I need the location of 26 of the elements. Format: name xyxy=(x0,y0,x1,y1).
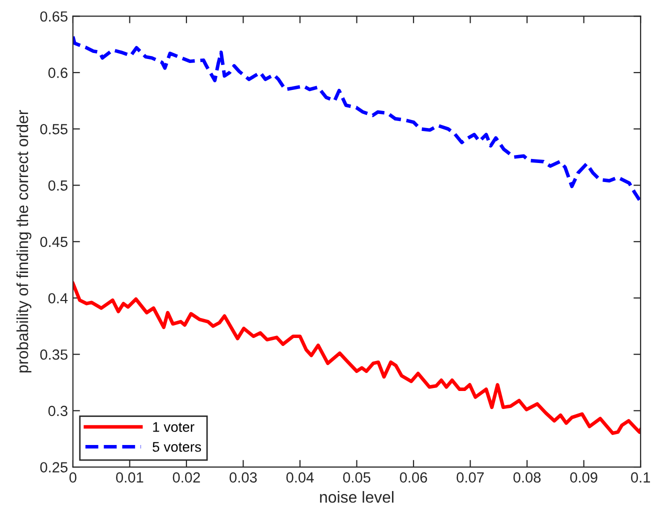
x-tick-label: 0 xyxy=(69,472,76,483)
x-tick-label: 0.05 xyxy=(343,472,370,483)
y-tick-label: 0.55 xyxy=(40,124,68,134)
x-tick-label: 0.02 xyxy=(172,472,200,483)
x-tick-label: 0.04 xyxy=(286,472,314,483)
x-tick-label: 0.03 xyxy=(230,472,257,483)
y-tick-label: 0.35 xyxy=(40,349,68,360)
x-tick-label: 0.09 xyxy=(570,472,598,483)
x-tick-label: 0.1 xyxy=(631,472,650,483)
y-tick-label: 0.65 xyxy=(40,11,68,22)
legend-label: 5 voters xyxy=(152,442,201,452)
y-tick-label: 0.25 xyxy=(40,462,68,472)
y-tick-label: 0.3 xyxy=(48,406,68,416)
y-tick-label: 0.5 xyxy=(48,180,68,191)
y-tick-label: 0.45 xyxy=(40,236,68,248)
y-axis-title: probability of finding the correct order xyxy=(16,110,32,372)
x-axis-title: noise level xyxy=(320,491,394,503)
x-tick-label: 0.06 xyxy=(400,472,428,483)
y-tick-label: 0.6 xyxy=(48,68,68,78)
legend-label: 1 voter xyxy=(153,422,194,432)
y-tick-label: 0.4 xyxy=(48,293,68,304)
x-tick-label: 0.01 xyxy=(116,472,144,483)
line-series xyxy=(72,282,641,435)
x-tick-label: 0.07 xyxy=(456,472,484,483)
x-tick-label: 0.08 xyxy=(513,472,541,483)
line-series xyxy=(72,34,641,202)
